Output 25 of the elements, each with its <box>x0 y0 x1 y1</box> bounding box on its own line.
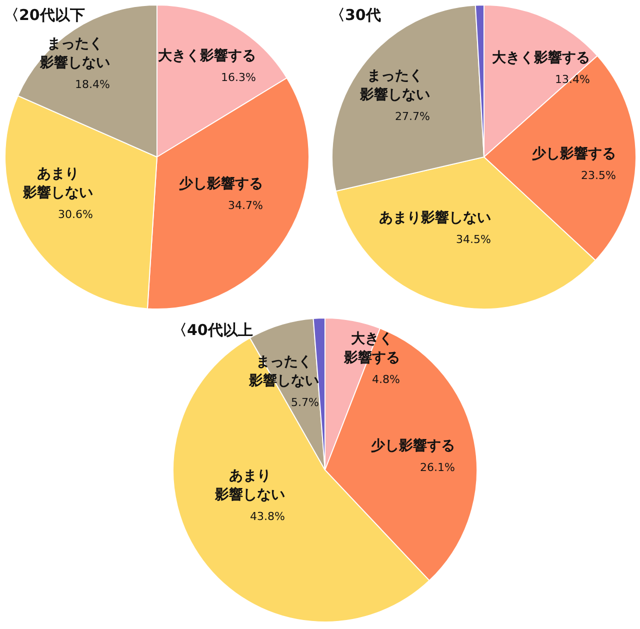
slice-label: まったく影響しない <box>39 36 110 71</box>
data-label: 5.7% <box>291 396 319 409</box>
chart-title: 〈20代以下 <box>4 6 85 24</box>
slice-label: 大きく影響する <box>492 49 590 66</box>
data-label: 4.8% <box>372 373 400 386</box>
chart-title: 〈30代 <box>330 6 381 24</box>
slice-label: 少し影響する <box>532 145 616 162</box>
slice-label: あまり影響しない <box>214 468 285 503</box>
data-label: 27.7% <box>395 110 430 123</box>
data-label: 18.4% <box>75 78 110 91</box>
data-label: 26.1% <box>420 461 455 474</box>
data-label: 30.6% <box>58 208 93 221</box>
slice-label: まったく影響しない <box>359 68 430 103</box>
data-label: 16.3% <box>221 71 256 84</box>
data-label: 34.5% <box>456 233 491 246</box>
slice-label: 少し影響する <box>179 175 263 192</box>
data-label: 23.5% <box>581 169 616 182</box>
slice-label: 大きく影響する <box>343 331 400 366</box>
data-label: 43.8% <box>250 510 285 523</box>
chart-title: 〈40代以上 <box>172 321 253 339</box>
data-label: 34.7% <box>228 199 263 212</box>
slice-label: あまり影響しない <box>379 209 491 226</box>
slice-label: 大きく影響する <box>158 47 256 64</box>
slice-label: 少し影響する <box>371 437 455 454</box>
slice-label: あまり影響しない <box>22 166 93 201</box>
